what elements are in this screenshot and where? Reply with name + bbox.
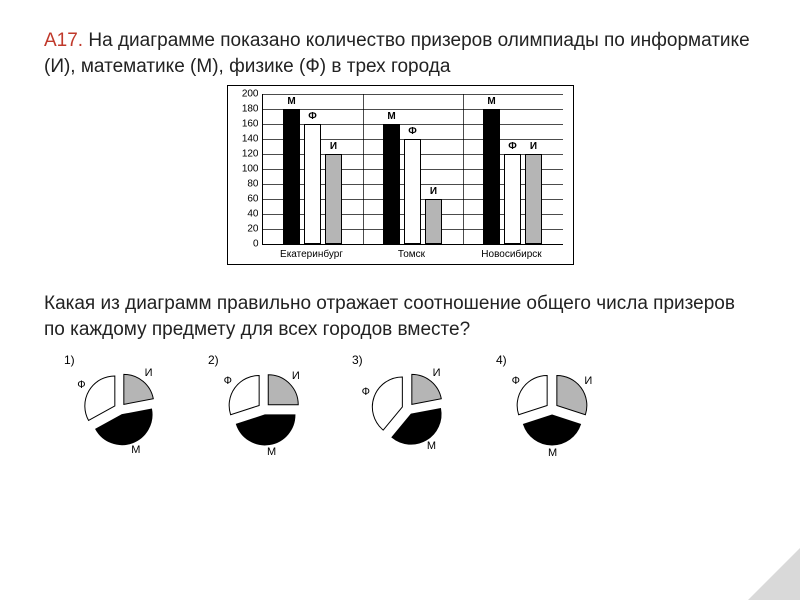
option-number: 1) (64, 353, 75, 367)
question-number: А17. (44, 30, 83, 51)
pie-option: 4)ИМФ (496, 353, 606, 449)
y-axis-label: 60 (235, 194, 259, 205)
bar-label: Ф (308, 111, 317, 122)
x-axis-label: Екатеринбург (262, 245, 362, 260)
bar (525, 154, 542, 244)
y-axis-label: 180 (235, 104, 259, 115)
bar (283, 109, 300, 244)
pie-option: 3)ИМФ (352, 353, 462, 449)
y-axis-label: 80 (235, 179, 259, 190)
x-axis-label: Новосибирск (462, 245, 562, 260)
option-number: 2) (208, 353, 219, 367)
y-axis-label: 160 (235, 119, 259, 130)
question-title: А17. На диаграмме показано количество пр… (44, 28, 756, 79)
bar-label: И (430, 186, 437, 197)
bar (304, 124, 321, 244)
y-axis-label: 100 (235, 164, 259, 175)
bar-label: М (287, 96, 295, 107)
y-axis-label: 200 (235, 89, 259, 100)
y-axis-label: 20 (235, 224, 259, 235)
y-axis-label: 0 (235, 239, 259, 250)
bar (483, 109, 500, 244)
bar (504, 154, 521, 244)
bar (404, 139, 421, 244)
x-axis-label: Томск (362, 245, 462, 260)
pie-chart-icon (222, 367, 306, 451)
question-text-2: Какая из диаграмм правильно отражает соо… (44, 291, 756, 342)
page-curl-icon (748, 548, 800, 600)
bar-label: И (530, 141, 537, 152)
bar-label: И (330, 141, 337, 152)
y-axis-label: 140 (235, 134, 259, 145)
pie-chart-icon (510, 367, 594, 451)
pie-option: 1)ИМФ (64, 353, 174, 449)
bar (325, 154, 342, 244)
bar (383, 124, 400, 244)
bar-label: Ф (408, 126, 417, 137)
pie-option: 2)ИМФ (208, 353, 318, 449)
bar-label: М (387, 111, 395, 122)
pie-chart-icon (78, 367, 162, 451)
question-text: На диаграмме показано количество призеро… (44, 30, 750, 77)
pie-options: 1)ИМФ 2)ИМФ 3)ИМФ 4)ИМФ (44, 353, 756, 449)
option-number: 4) (496, 353, 507, 367)
option-number: 3) (352, 353, 363, 367)
bar-label: Ф (508, 141, 517, 152)
bar-label: М (487, 96, 495, 107)
bar-chart: 0 20 40 60 80 100 120 140 160 180 200 М Ф И М Ф И М Ф И Ека… (227, 85, 574, 265)
bar (425, 199, 442, 244)
y-axis-label: 40 (235, 209, 259, 220)
pie-chart-icon (366, 367, 450, 451)
y-axis-label: 120 (235, 149, 259, 160)
